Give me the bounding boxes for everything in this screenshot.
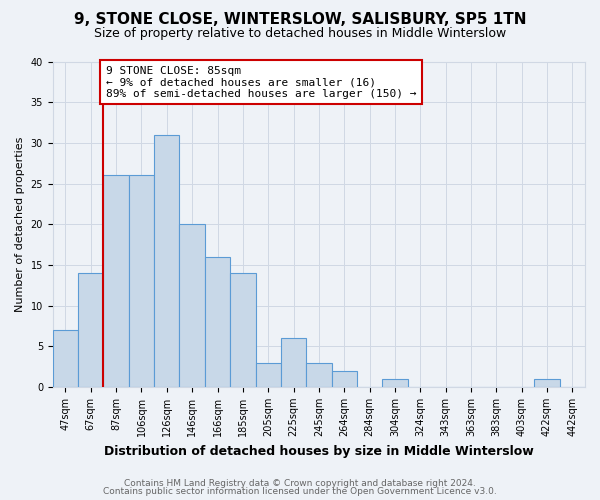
Bar (230, 273, 256, 387)
Y-axis label: Number of detached properties: Number of detached properties (15, 136, 25, 312)
Bar (535, 379, 560, 387)
Text: 9 STONE CLOSE: 85sqm
← 9% of detached houses are smaller (16)
89% of semi-detach: 9 STONE CLOSE: 85sqm ← 9% of detached ho… (106, 66, 416, 99)
Bar (129, 176, 154, 387)
Bar (306, 362, 332, 387)
Text: Contains public sector information licensed under the Open Government Licence v3: Contains public sector information licen… (103, 487, 497, 496)
Bar (103, 176, 129, 387)
Bar (256, 362, 281, 387)
Bar (205, 257, 230, 387)
Text: Size of property relative to detached houses in Middle Winterslow: Size of property relative to detached ho… (94, 28, 506, 40)
Bar (154, 134, 179, 387)
Bar (281, 338, 306, 387)
Text: 9, STONE CLOSE, WINTERSLOW, SALISBURY, SP5 1TN: 9, STONE CLOSE, WINTERSLOW, SALISBURY, S… (74, 12, 526, 28)
Bar (78, 273, 103, 387)
Text: Contains HM Land Registry data © Crown copyright and database right 2024.: Contains HM Land Registry data © Crown c… (124, 478, 476, 488)
X-axis label: Distribution of detached houses by size in Middle Winterslow: Distribution of detached houses by size … (104, 444, 534, 458)
Bar (382, 379, 407, 387)
Bar (332, 370, 357, 387)
Bar (179, 224, 205, 387)
Bar (53, 330, 78, 387)
